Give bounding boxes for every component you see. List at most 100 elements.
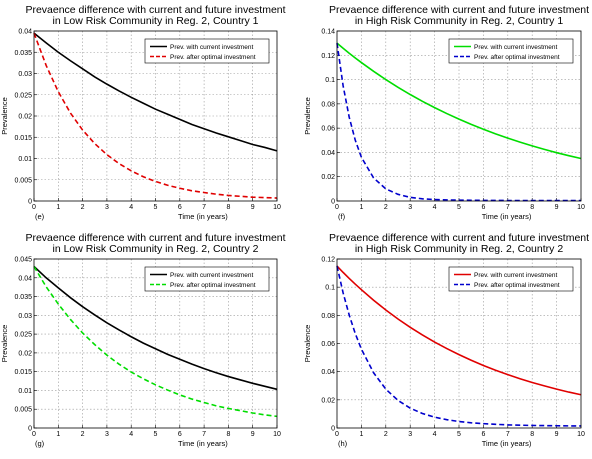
series-line-current-investment — [33, 32, 278, 152]
series-line-current-investment — [336, 265, 582, 396]
x-tick-label: 8 — [226, 431, 230, 438]
y-tick-label: 0.04 — [321, 150, 335, 157]
series-line-current-investment — [33, 265, 278, 391]
chart-panel-e: Prevaence difference with current and fu… — [0, 4, 286, 221]
x-tick-label: 0 — [32, 204, 36, 211]
legend-label: Prev. with current investment — [474, 44, 558, 51]
plot-frame — [33, 258, 278, 429]
y-tick-label: 0.035 — [14, 50, 32, 57]
x-tick-label: 5 — [154, 431, 158, 438]
y-tick-label: 0.02 — [18, 350, 32, 357]
x-tick-label: 2 — [384, 431, 388, 438]
x-tick-label: 7 — [506, 431, 510, 438]
y-tick-label: 0.01 — [18, 156, 32, 163]
y-tick-label: 0.015 — [14, 369, 32, 376]
y-tick-label: 0 — [28, 426, 32, 433]
x-tick-label: 10 — [577, 431, 585, 438]
x-tick-label: 9 — [251, 204, 255, 211]
x-tick-label: 8 — [226, 204, 230, 211]
legend-label: Prev. after optimal investment — [474, 282, 560, 289]
x-tick-label: 4 — [433, 431, 437, 438]
y-tick-label: 0.04 — [18, 275, 32, 282]
x-tick-label: 3 — [408, 204, 412, 211]
x-axis-label: Time (in years) — [178, 212, 228, 221]
chart-panel-g: Prevaence difference with current and fu… — [0, 232, 286, 448]
x-tick-label: 6 — [178, 204, 182, 211]
legend: Prev. with current investment Prev. after… — [448, 266, 574, 292]
y-tick-label: 0.01 — [18, 388, 32, 395]
x-tick-label: 2 — [81, 204, 85, 211]
y-tick-label: 0.025 — [14, 332, 32, 339]
x-tick-label: 6 — [178, 431, 182, 438]
y-tick-label: 0.06 — [321, 341, 335, 348]
x-tick-label: 2 — [81, 431, 85, 438]
legend-box — [144, 38, 270, 64]
x-tick-label: 7 — [202, 204, 206, 211]
x-tick-label: 6 — [481, 204, 485, 211]
x-tick-label: 5 — [154, 204, 158, 211]
y-tick-label: 0.06 — [321, 126, 335, 133]
y-tick-label: 0 — [331, 199, 335, 206]
legend-label: Prev. after optimal investment — [474, 54, 560, 61]
chart-title-line: Prevaence difference with current and fu… — [25, 4, 285, 16]
y-tick-label: 0.04 — [18, 29, 32, 36]
x-tick-label: 1 — [359, 431, 363, 438]
plot-frame — [336, 258, 582, 429]
x-tick-label: 4 — [129, 431, 133, 438]
legend-box — [448, 266, 574, 292]
legend-label: Prev. with current investment — [170, 44, 254, 51]
y-tick-label: 0.08 — [321, 313, 335, 320]
legend-label: Prev. with current investment — [170, 272, 254, 279]
plot-frame — [33, 30, 278, 202]
y-tick-label: 0.08 — [321, 101, 335, 108]
chart-title-line: Prevaence difference with current and fu… — [329, 232, 589, 244]
x-tick-label: 2 — [384, 204, 388, 211]
panel-label: (g) — [35, 439, 45, 448]
legend: Prev. with current investment Prev. after… — [448, 38, 574, 64]
x-tick-label: 9 — [251, 431, 255, 438]
x-tick-label: 5 — [457, 431, 461, 438]
x-tick-label: 7 — [506, 204, 510, 211]
legend-label: Prev. with current investment — [474, 272, 558, 279]
y-tick-label: 0.1 — [325, 77, 335, 84]
legend-box — [448, 38, 574, 64]
x-tick-label: 0 — [32, 431, 36, 438]
legend: Prev. with current investment Prev. after… — [144, 266, 270, 292]
legend-box — [144, 266, 270, 292]
y-tick-label: 0.12 — [321, 257, 335, 264]
series-line-optimal-investment — [336, 265, 581, 427]
y-tick-label: 0.045 — [14, 257, 32, 264]
x-tick-label: 8 — [530, 204, 534, 211]
chart-title-line: Prevaence difference with current and fu… — [25, 232, 285, 244]
x-tick-label: 8 — [530, 431, 534, 438]
x-tick-label: 7 — [202, 431, 206, 438]
y-tick-label: 0.035 — [14, 294, 32, 301]
y-axis-label: Prevalence — [0, 325, 9, 363]
x-tick-label: 10 — [577, 204, 585, 211]
y-tick-label: 0.03 — [18, 71, 32, 78]
x-tick-label: 3 — [105, 204, 109, 211]
plot-frame — [336, 30, 582, 202]
legend-label: Prev. after optimal investment — [170, 282, 256, 289]
y-tick-label: 0.02 — [321, 397, 335, 404]
y-tick-label: 0.005 — [14, 177, 32, 184]
x-tick-label: 0 — [335, 204, 339, 211]
y-tick-label: 0.04 — [321, 369, 335, 376]
panel-label: (e) — [35, 212, 45, 221]
y-tick-label: 0.12 — [321, 53, 335, 60]
y-tick-label: 0.005 — [14, 407, 32, 414]
x-tick-label: 9 — [555, 431, 559, 438]
y-tick-label: 0.02 — [18, 114, 32, 121]
chart-title-line: in High Risk Community in Reg. 2, Countr… — [355, 15, 563, 27]
y-tick-label: 0.025 — [14, 92, 32, 99]
x-axis-label: Time (in years) — [482, 439, 532, 448]
x-tick-label: 3 — [105, 431, 109, 438]
x-tick-label: 10 — [273, 431, 281, 438]
x-tick-label: 4 — [433, 204, 437, 211]
chart-title-line: in High Risk Community in Reg. 2, Countr… — [355, 243, 563, 255]
x-tick-label: 1 — [359, 204, 363, 211]
panel-label: (f) — [338, 212, 346, 221]
chart-panel-h: Prevaence difference with current and fu… — [303, 232, 589, 448]
panel-label: (h) — [338, 439, 348, 448]
